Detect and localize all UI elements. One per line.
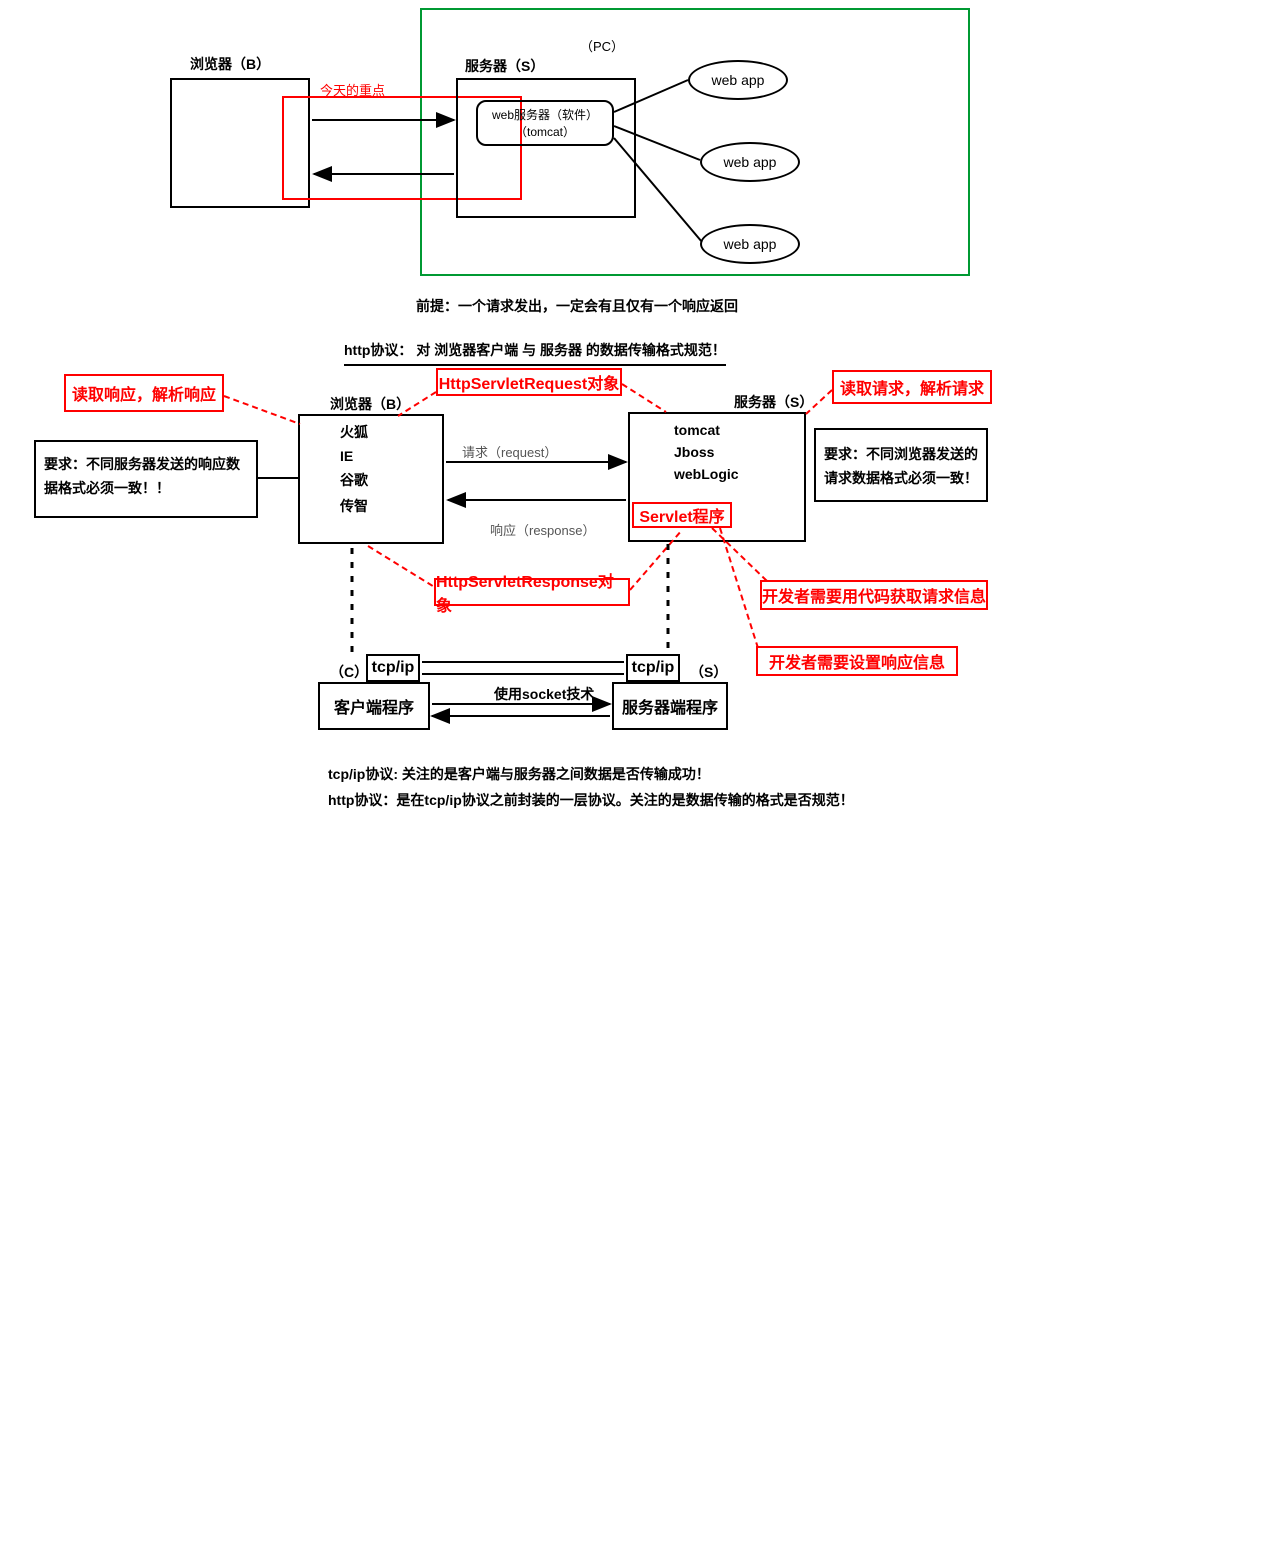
webapp2-label: web app bbox=[724, 154, 777, 170]
browser-chuanzhi: 传智 bbox=[340, 496, 442, 516]
server-requirement-box: 要求：不同浏览器发送的 请求数据格式必须一致！ bbox=[814, 428, 988, 502]
webapp1-label: web app bbox=[712, 72, 765, 88]
read-request-box: 读取请求，解析请求 bbox=[832, 370, 992, 404]
http-request-obj-label: HttpServletRequest对象 bbox=[439, 370, 619, 394]
server-prog-label: 服务器端程序 bbox=[622, 694, 718, 718]
tcpip-s-label: tcp/ip bbox=[632, 659, 675, 677]
webserver-box: web服务器（软件） （tomcat） bbox=[476, 100, 614, 146]
http-response-obj-label: HttpServletResponse对象 bbox=[436, 568, 628, 616]
servlet-box: Servlet程序 bbox=[632, 502, 732, 528]
client-prog-label: 客户端程序 bbox=[334, 694, 414, 718]
dev-set-resp-label: 开发者需要设置响应信息 bbox=[769, 649, 945, 673]
dev-get-req-box: 开发者需要用代码获取请求信息 bbox=[760, 580, 988, 610]
read-response-label: 读取响应，解析响应 bbox=[72, 381, 216, 405]
webapp3-label: web app bbox=[724, 236, 777, 252]
webapp-1: web app bbox=[688, 60, 788, 100]
server-prog-box: 服务器端程序 bbox=[612, 682, 728, 730]
read-response-box: 读取响应，解析响应 bbox=[64, 374, 224, 412]
dev-get-req-label: 开发者需要用代码获取请求信息 bbox=[762, 583, 986, 607]
note2: http协议：是在tcp/ip协议之前封装的一层协议。关注的是数据传输的格式是否… bbox=[328, 790, 854, 810]
server-title-top: 服务器（S） bbox=[465, 56, 544, 76]
note1: tcp/ip协议: 关注的是客户端与服务器之间数据是否传输成功！ bbox=[328, 764, 710, 784]
webapp-3: web app bbox=[700, 224, 800, 264]
webapp-2: web app bbox=[700, 142, 800, 182]
client-prog-box: 客户端程序 bbox=[318, 682, 430, 730]
client-requirement-box: 要求：不同服务器发送的响应数 据格式必须一致！！ bbox=[34, 440, 258, 518]
s-label: （S） bbox=[690, 662, 727, 682]
server-jboss: Jboss bbox=[674, 444, 804, 460]
server-tomcat: tomcat bbox=[674, 422, 804, 438]
premise-text: 前提：一个请求发出，一定会有且仅有一个响应返回 bbox=[416, 296, 738, 316]
c-label: （C） bbox=[330, 662, 368, 682]
http-title: http协议： 对 浏览器客户端 与 服务器 的数据传输格式规范！ bbox=[344, 340, 726, 366]
server-box-top bbox=[456, 78, 636, 218]
tcpip-c-box: tcp/ip bbox=[366, 654, 420, 682]
tcpip-c-label: tcp/ip bbox=[372, 659, 415, 677]
response-label: 响应（response） bbox=[490, 520, 595, 539]
webserver-line1: web服务器（软件） bbox=[492, 106, 598, 123]
dev-set-resp-box: 开发者需要设置响应信息 bbox=[756, 646, 958, 676]
browser-title-mid: 浏览器（B） bbox=[330, 394, 410, 414]
server-req-line2: 请求数据格式必须一致！ bbox=[824, 468, 978, 488]
pc-label: （PC） bbox=[580, 36, 624, 55]
browser-title-top: 浏览器（B） bbox=[190, 54, 270, 74]
browser-box-mid: 火狐 IE 谷歌 传智 bbox=[298, 414, 444, 544]
request-label: 请求（request） bbox=[462, 442, 557, 461]
browser-google: 谷歌 bbox=[340, 470, 442, 490]
http-request-obj-box: HttpServletRequest对象 bbox=[436, 368, 622, 396]
client-req-line1: 要求：不同服务器发送的响应数 bbox=[44, 454, 248, 474]
server-title-mid: 服务器（S） bbox=[734, 392, 813, 412]
webserver-line2: （tomcat） bbox=[515, 123, 575, 140]
servlet-label: Servlet程序 bbox=[639, 503, 724, 527]
client-req-line2: 据格式必须一致！！ bbox=[44, 478, 248, 498]
browser-ie: IE bbox=[340, 448, 442, 464]
server-weblogic: webLogic bbox=[674, 466, 804, 482]
http-response-obj-box: HttpServletResponse对象 bbox=[434, 578, 630, 606]
socket-label: 使用socket技术 bbox=[494, 684, 594, 704]
tcpip-s-box: tcp/ip bbox=[626, 654, 680, 682]
read-request-label: 读取请求，解析请求 bbox=[840, 375, 984, 399]
server-req-line1: 要求：不同浏览器发送的 bbox=[824, 444, 978, 464]
browser-firefox: 火狐 bbox=[340, 422, 442, 442]
